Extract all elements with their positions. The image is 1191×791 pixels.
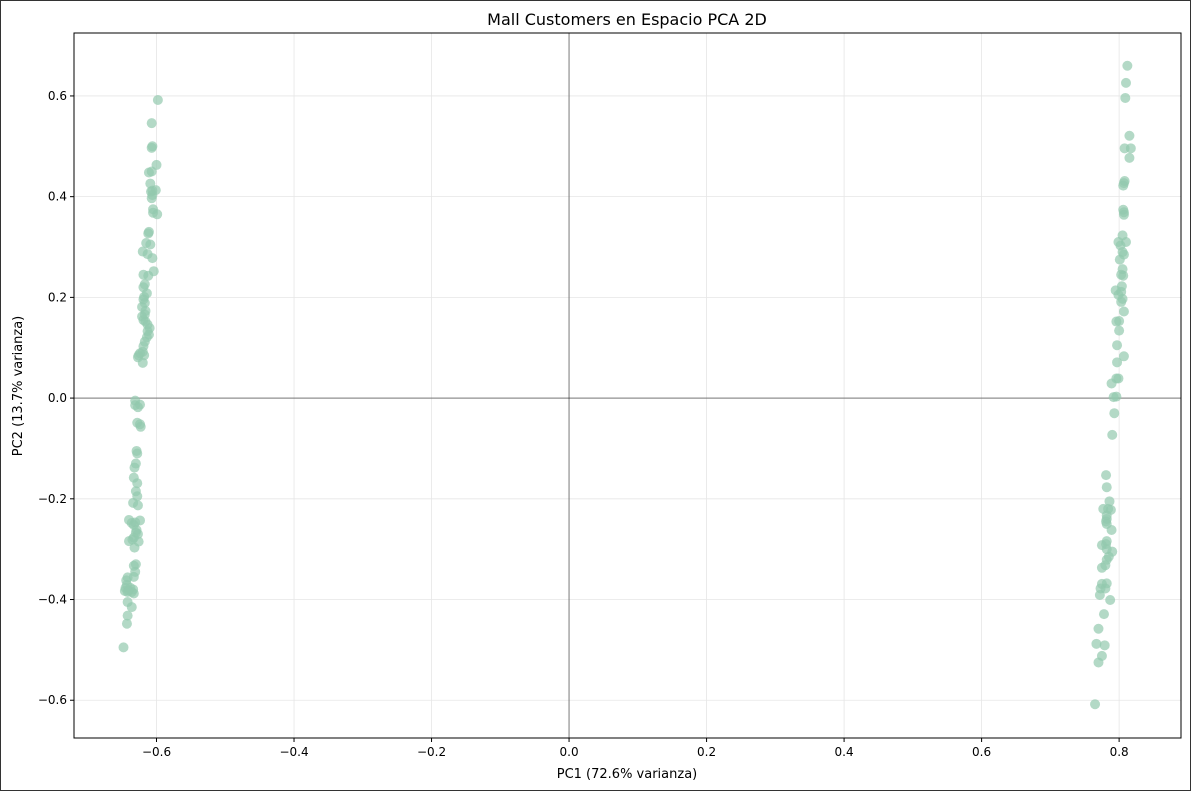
data-point (1107, 429, 1118, 440)
data-point (1118, 351, 1129, 362)
y-axis-label: PC2 (13.7% varianza) (11, 316, 26, 457)
data-point (146, 142, 157, 153)
data-point (1111, 316, 1122, 327)
data-point (1114, 254, 1125, 265)
data-point (1120, 92, 1131, 103)
data-point (124, 536, 135, 547)
data-point (1108, 392, 1119, 403)
data-point (132, 500, 143, 511)
data-point (143, 270, 154, 281)
y-tick-label: −0.4 (38, 593, 67, 607)
data-point (145, 239, 156, 250)
data-point (152, 209, 163, 220)
data-point (1101, 470, 1112, 481)
data-point (1124, 130, 1135, 141)
data-point (1091, 638, 1102, 649)
x-axis-ticks: −0.6 −0.4 −0.2 0.0 0.2 0.4 0.6 0.8 (142, 738, 1129, 759)
data-point (135, 421, 146, 432)
x-tick-label: −0.6 (142, 745, 171, 759)
data-point (1098, 609, 1109, 620)
y-tick-label: 0.0 (48, 391, 67, 405)
data-point (143, 167, 154, 178)
data-point (1090, 699, 1101, 710)
data-point (118, 642, 129, 653)
data-point (1101, 482, 1112, 493)
data-point (1118, 180, 1129, 191)
data-point (121, 618, 132, 629)
data-point (1118, 209, 1129, 220)
data-point (1120, 77, 1131, 88)
data-point (147, 253, 158, 264)
data-point (1093, 623, 1104, 634)
data-point (129, 462, 140, 473)
y-tick-label: 0.6 (48, 89, 67, 103)
data-point (1118, 306, 1129, 317)
data-point (1114, 325, 1125, 336)
data-point (129, 542, 140, 553)
reference-lines (74, 33, 1181, 738)
data-point (1124, 152, 1135, 163)
data-point (146, 193, 157, 204)
data-point (1099, 640, 1110, 651)
data-point (1094, 589, 1105, 600)
data-point (1105, 595, 1116, 606)
y-tick-label: −0.2 (38, 492, 67, 506)
data-point (152, 94, 163, 105)
x-tick-label: −0.4 (279, 745, 308, 759)
y-tick-label: −0.6 (38, 693, 67, 707)
data-point (1113, 373, 1124, 384)
x-tick-label: 0.4 (835, 745, 854, 759)
data-point (137, 357, 148, 368)
data-point (1119, 143, 1130, 154)
chart-title: Mall Customers en Espacio PCA 2D (487, 10, 767, 29)
axes-box (73, 32, 1182, 739)
data-point (132, 448, 143, 459)
data-point (1106, 525, 1117, 536)
data-point (1096, 562, 1107, 573)
y-tick-label: 0.2 (48, 290, 67, 304)
data-point (1104, 496, 1115, 507)
data-point (146, 118, 157, 129)
data-point (1106, 378, 1117, 389)
x-tick-label: 0.8 (1110, 745, 1129, 759)
data-point (128, 588, 139, 599)
data-point (1116, 296, 1127, 307)
data-point (1118, 270, 1129, 281)
x-tick-label: 0.6 (972, 745, 991, 759)
x-tick-label: 0.0 (560, 745, 579, 759)
data-point (132, 478, 143, 489)
data-points (118, 60, 1136, 710)
data-point (1093, 657, 1104, 668)
gridlines (74, 33, 1181, 738)
data-point (143, 228, 154, 239)
y-tick-label: 0.4 (48, 190, 67, 204)
data-point (122, 610, 133, 621)
data-point (1112, 357, 1123, 368)
data-point (1109, 408, 1120, 419)
x-tick-label: 0.2 (697, 745, 716, 759)
x-tick-label: −0.2 (417, 745, 446, 759)
data-point (132, 402, 143, 413)
data-point (126, 602, 137, 613)
y-axis-ticks: −0.6 −0.4 −0.2 0.0 0.2 0.4 0.6 (38, 89, 74, 707)
data-point (1112, 340, 1123, 351)
x-axis-label: PC1 (72.6% varianza) (557, 767, 698, 782)
data-point (1122, 60, 1133, 71)
